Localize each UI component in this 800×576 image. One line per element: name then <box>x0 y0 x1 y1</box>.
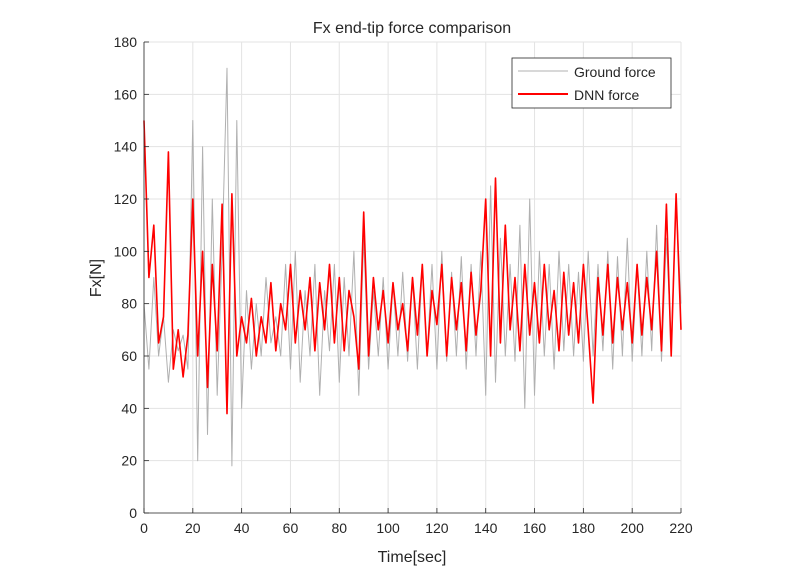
legend-label-dnn: DNN force <box>574 87 640 103</box>
x-tick-label: 220 <box>669 520 693 536</box>
series-lines <box>143 67 682 467</box>
ground-force-line <box>143 67 682 467</box>
x-tick-label: 100 <box>376 520 400 536</box>
x-tick-label: 20 <box>185 520 201 536</box>
y-tick-label: 0 <box>129 505 137 521</box>
y-tick-label: 60 <box>121 348 137 364</box>
legend: Ground force DNN force <box>511 57 672 109</box>
x-tick-label: 60 <box>283 520 299 536</box>
x-axis-label: Time[sec] <box>378 549 447 566</box>
x-tick-label: 200 <box>621 520 645 536</box>
y-tick-label: 140 <box>114 139 138 155</box>
y-tick-label: 40 <box>121 400 137 416</box>
x-tick-label: 80 <box>331 520 347 536</box>
chart-title: Fx end-tip force comparison <box>313 20 511 37</box>
dnn-force-line <box>143 120 682 415</box>
y-tick-label: 20 <box>121 453 137 469</box>
y-tick-label: 160 <box>114 86 138 102</box>
y-tick-label: 120 <box>114 191 138 207</box>
y-tick-label: 80 <box>121 296 137 312</box>
x-tick-label: 140 <box>474 520 498 536</box>
x-tick-label: 160 <box>523 520 547 536</box>
x-tick-label: 0 <box>140 520 148 536</box>
x-tick-label: 180 <box>572 520 596 536</box>
y-tick-label: 100 <box>114 243 138 259</box>
axes: 0 20 40 60 80 100 120 140 160 180 200 220 0 20 40 60 80 1… <box>114 34 693 536</box>
x-tick-label: 40 <box>234 520 250 536</box>
y-tick-label: 180 <box>114 34 138 50</box>
legend-label-ground: Ground force <box>574 64 656 80</box>
y-axis-label: Fx[N] <box>88 259 105 297</box>
x-tick-label: 120 <box>425 520 449 536</box>
